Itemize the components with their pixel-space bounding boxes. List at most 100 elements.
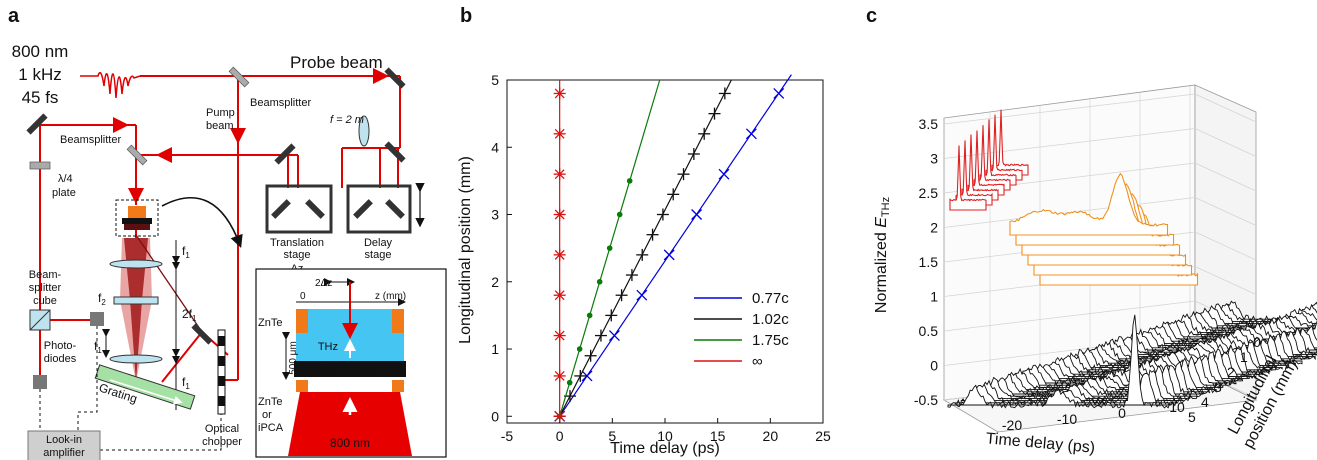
trace-red [961, 134, 999, 201]
chart-c-ztick-label: 2.5 [919, 185, 939, 201]
data-point [584, 349, 597, 362]
trace-black [1152, 319, 1317, 341]
grid-line [943, 300, 1196, 332]
chart-c-ztick-label: 0 [930, 358, 938, 374]
panel-label-c: c [866, 5, 877, 27]
trace-red [949, 145, 987, 211]
data-point [594, 329, 607, 342]
chart-b-legend: 0.77c 1.02c 1.75c ∞ [694, 290, 789, 370]
delay-stage-label-1: Delay [364, 237, 393, 249]
beamsplitter-top-label: Beamsplitter [250, 97, 311, 109]
data-point [773, 87, 785, 99]
chart-b-ylabel: Longitudinal position (mm) [457, 156, 474, 344]
crystal-box [115, 199, 159, 237]
chart-c-depth-tick-label: 3 [1214, 379, 1222, 395]
pump-beam-label-1: Pump [206, 107, 235, 119]
photodiode-1 [90, 312, 104, 326]
data-point [608, 330, 620, 342]
lens-f1-top [109, 259, 163, 269]
legend-entry: 1.75c [752, 332, 789, 349]
chart-b-xtick-label: 10 [657, 428, 673, 444]
lens-f2 [113, 296, 159, 305]
laser-pulse-icon [80, 71, 141, 99]
chart-c-depth-tick-label: 2 [1227, 364, 1235, 380]
data-point [574, 369, 587, 382]
trace-black [1079, 334, 1303, 365]
chart-c-ztick-label: 0.5 [919, 323, 939, 339]
data-point [606, 245, 613, 251]
chart-c-ztick-label: 2 [930, 220, 938, 236]
grid-line [943, 128, 1196, 159]
data-point [553, 208, 566, 221]
data-point [698, 127, 711, 140]
chart-c-ztick-label: -0.5 [914, 392, 938, 408]
beamsplitter-left [126, 144, 148, 166]
twof1-label: 2f1 [182, 307, 197, 323]
panel-label-a: a [8, 5, 20, 27]
data-point [566, 379, 573, 386]
data-point [718, 168, 730, 180]
chart-c-ylabel: Normalized ETHz [873, 197, 892, 313]
chart-c-xlabel: Time delay (ps) [985, 430, 1096, 456]
photodiode-2 [33, 375, 47, 389]
inset-z-axis: z (mm) [375, 291, 406, 302]
data-point [687, 147, 700, 160]
inset-pump: 800 nm [330, 436, 370, 450]
inset-thickness: 500 μm [288, 341, 299, 375]
photodiodes-label-1: Photo- [44, 340, 77, 352]
chart-b-xtick-label: 20 [763, 428, 779, 444]
focusing-cone [120, 234, 203, 382]
data-point [596, 278, 603, 285]
inset-znte-bottom-3: iPCA [258, 422, 284, 434]
grid-line [1194, 231, 1257, 261]
chart-b-ytick-label: 1 [491, 341, 499, 357]
chart-b-xtick-label: 15 [710, 428, 726, 444]
trace-red [985, 114, 1023, 181]
chart-c-xtick-label: 0 [1118, 405, 1126, 421]
lens-f1-bottom [109, 354, 163, 364]
trace-red [967, 130, 1005, 196]
data-point [576, 346, 583, 352]
chopper-label-2: chopper [202, 436, 242, 448]
lockin-amplifier [27, 430, 101, 460]
waveplate [29, 161, 51, 170]
photodiodes-label-2: diodes [44, 353, 77, 365]
trace-black [947, 314, 1171, 409]
data-point [605, 309, 618, 322]
data-point [636, 289, 648, 301]
trace-black [1046, 347, 1270, 376]
chart-b-xtick-label: -5 [501, 428, 514, 444]
data-point [625, 269, 638, 282]
trace-black [1086, 333, 1310, 363]
data-point [677, 168, 690, 181]
grid-line [1194, 128, 1257, 157]
trace-black [973, 364, 1197, 401]
chart-c-ztick-label: 1 [930, 289, 938, 305]
data-point [553, 127, 566, 140]
translation-stage-label-2: stage [284, 249, 311, 261]
chart-c-plot [947, 109, 1317, 409]
trace-black [960, 369, 1184, 405]
chart-c-ztick-label: 3 [930, 151, 938, 167]
grid-line [943, 93, 1196, 125]
inset-znte-bottom-2: or [262, 409, 272, 421]
data-point [708, 107, 721, 120]
data-point [646, 228, 659, 241]
f1-label-a: f1 [182, 244, 190, 260]
data-point [553, 87, 566, 100]
translation-stage-label-1: Translation [270, 237, 324, 249]
trace-black [980, 365, 1204, 398]
trace-black [1059, 340, 1283, 371]
inset-znte-top: ZnTe [258, 317, 282, 329]
delay-stage-label-2: stage [365, 249, 392, 261]
signal-wires [39, 326, 222, 451]
chart-b-ytick-label: 4 [491, 139, 499, 155]
chart-c-ztick-label: 3.5 [919, 116, 939, 132]
legend-entry: 1.02c [752, 311, 789, 328]
data-point [553, 248, 566, 261]
grid-line [1194, 197, 1257, 226]
data-point [615, 289, 628, 302]
